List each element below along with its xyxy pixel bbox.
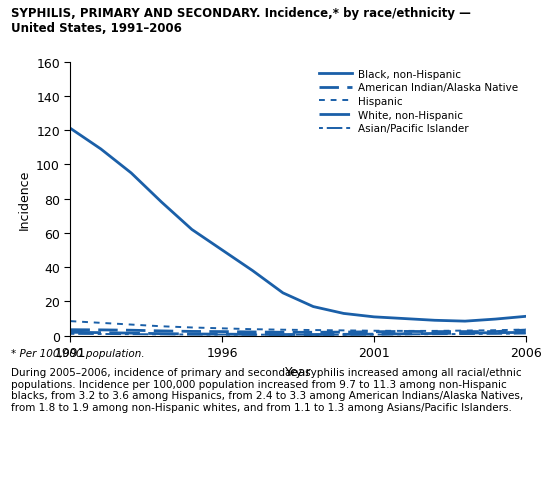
Text: SYPHILIS, PRIMARY AND SECONDARY. Incidence,* by race/ethnicity —: SYPHILIS, PRIMARY AND SECONDARY. Inciden… bbox=[11, 7, 470, 20]
Legend: Black, non-Hispanic, American Indian/Alaska Native, Hispanic, White, non-Hispani: Black, non-Hispanic, American Indian/Ala… bbox=[317, 68, 520, 136]
Text: * Per 100,000 population.: * Per 100,000 population. bbox=[11, 348, 145, 358]
X-axis label: Year: Year bbox=[285, 365, 312, 378]
Text: United States, 1991–2006: United States, 1991–2006 bbox=[11, 22, 182, 35]
Y-axis label: Incidence: Incidence bbox=[17, 169, 30, 229]
Text: During 2005–2006, incidence of primary and secondary syphilis increased among al: During 2005–2006, incidence of primary a… bbox=[11, 367, 523, 412]
